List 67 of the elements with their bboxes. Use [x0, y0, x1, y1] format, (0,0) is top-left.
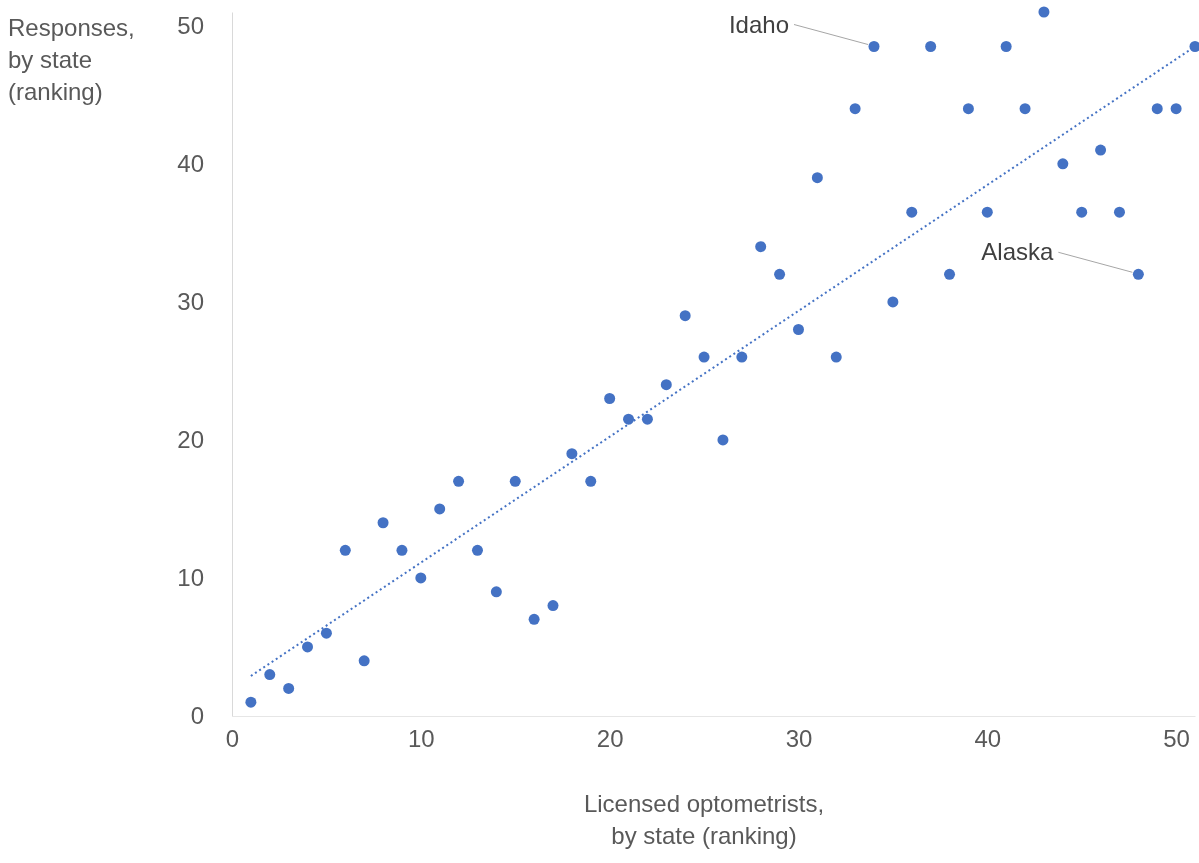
y-tick-label: 30	[177, 288, 204, 316]
point	[774, 268, 786, 280]
x-tick-label: 10	[407, 725, 435, 753]
x-tick-label: 30	[785, 725, 813, 753]
point	[887, 296, 899, 308]
point	[604, 393, 616, 404]
point	[981, 206, 993, 218]
x-tick-label: 40	[974, 725, 1002, 753]
point	[811, 172, 823, 184]
x-axis-title: Licensed optometrists, by state (ranking)	[583, 790, 825, 849]
y-tick-label: 0	[190, 702, 204, 730]
point	[453, 475, 465, 487]
point	[1113, 206, 1125, 218]
y-tick-label: 20	[177, 426, 204, 454]
point	[415, 572, 427, 584]
x-tick-label: 20	[596, 725, 624, 753]
point	[339, 544, 351, 556]
point	[1076, 206, 1088, 218]
point	[1189, 41, 1199, 52]
point	[377, 517, 389, 529]
point	[962, 103, 974, 115]
point	[490, 586, 502, 598]
annotation: Alaska	[981, 238, 1054, 266]
point	[320, 627, 332, 639]
point	[264, 669, 276, 681]
point	[509, 475, 521, 487]
point	[302, 641, 314, 653]
point	[1057, 158, 1069, 170]
point	[906, 206, 918, 218]
y-tick-label: 40	[177, 150, 204, 178]
point	[925, 41, 937, 52]
point	[679, 310, 691, 322]
point	[623, 413, 635, 425]
point	[868, 41, 880, 52]
point	[1000, 41, 1012, 52]
point	[547, 600, 559, 612]
y-tick-label: 10	[177, 564, 204, 592]
point	[396, 544, 408, 556]
point	[1132, 268, 1144, 280]
point	[283, 682, 295, 694]
point	[944, 268, 956, 280]
x-tick-label: 0	[225, 725, 240, 753]
point	[1019, 103, 1031, 115]
annotation: Idaho	[728, 10, 789, 38]
point	[849, 103, 861, 115]
point	[830, 351, 842, 363]
point	[641, 413, 653, 425]
point	[585, 475, 597, 487]
point	[1095, 144, 1107, 156]
y-axis-title: Responses, by state (ranking)	[8, 14, 135, 105]
point	[660, 379, 672, 391]
point	[1038, 6, 1050, 18]
point	[434, 503, 446, 515]
point	[566, 448, 578, 460]
point	[755, 241, 767, 253]
point	[528, 613, 540, 625]
point	[358, 655, 370, 667]
point	[736, 351, 748, 363]
point	[717, 434, 729, 446]
x-tick-label: 50	[1163, 725, 1190, 753]
point	[792, 324, 804, 335]
point	[1151, 103, 1163, 115]
point	[698, 351, 710, 363]
y-tick-label: 50	[177, 11, 204, 39]
point	[1170, 103, 1182, 115]
point	[471, 544, 483, 556]
point	[245, 696, 257, 708]
